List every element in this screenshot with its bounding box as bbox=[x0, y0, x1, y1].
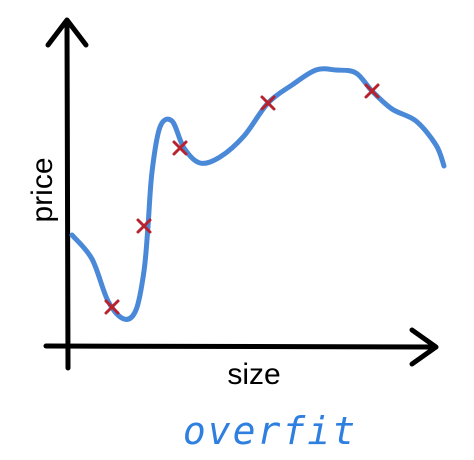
x-axis bbox=[43, 343, 437, 350]
x-axis-arrowhead bbox=[409, 327, 439, 367]
y-axis-label: price bbox=[26, 157, 59, 222]
axes bbox=[43, 17, 439, 371]
overfit-caption: overfit bbox=[183, 409, 357, 453]
data-point-marker bbox=[104, 299, 120, 315]
y-axis bbox=[64, 21, 71, 371]
data-point-marker bbox=[136, 218, 152, 234]
y-axis-arrowhead bbox=[45, 17, 89, 48]
data-point-marker bbox=[260, 95, 276, 111]
data-point-marker bbox=[172, 140, 188, 156]
x-axis-label: size bbox=[227, 358, 280, 391]
fitted-curve bbox=[69, 66, 447, 322]
data-markers bbox=[104, 83, 380, 315]
data-point-marker bbox=[364, 83, 380, 99]
